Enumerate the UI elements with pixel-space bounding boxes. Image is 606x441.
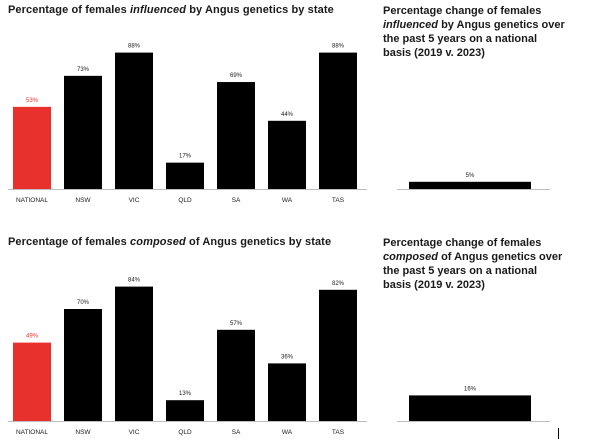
c2-category-label-wa: WA	[282, 429, 293, 436]
c2-bar-national	[13, 342, 51, 421]
c1-category-label-wa: WA	[282, 197, 293, 204]
c1-category-label-national: NATIONAL	[16, 197, 48, 204]
side2-title-pre: Percentage change of females	[383, 237, 542, 249]
c1-category-label-tas: TAS	[332, 197, 345, 204]
c2-value-label-qld: 13%	[179, 391, 192, 397]
c1-bar-national	[13, 106, 51, 189]
side2-title-post: of Angus genetics over the past 5 years …	[383, 251, 563, 291]
c2-value-label-national: 49%	[26, 334, 39, 340]
s1-bar-national	[409, 181, 531, 189]
c1-bar-wa	[268, 120, 306, 189]
c2-value-label-wa: 36%	[281, 354, 294, 360]
c1-category-label-nsw: NSW	[75, 197, 91, 204]
c2-bar-vic	[115, 286, 153, 421]
c1-bar-sa	[217, 82, 255, 189]
c1-value-label-qld: 17%	[179, 154, 192, 160]
c1-category-label-qld: QLD	[178, 197, 192, 204]
side2-title-em: composed	[383, 251, 439, 263]
c2-category-label-qld: QLD	[178, 429, 192, 436]
c2-category-label-nsw: NSW	[75, 429, 91, 436]
side1-title-pre: Percentage change of females	[383, 5, 542, 17]
chart2-title: Percentage of females composed of Angus …	[8, 236, 331, 249]
s2-value-label-national: 16%	[464, 386, 477, 392]
c1-value-label-national: 53%	[26, 98, 39, 104]
c1-bar-qld	[166, 162, 204, 189]
c2-value-label-vic: 84%	[128, 278, 141, 284]
c2-bar-qld	[166, 400, 204, 421]
c1-category-label-sa: SA	[232, 197, 241, 204]
side1-title: Percentage change of females influenced …	[383, 4, 568, 60]
chart1-title-pre: Percentage of females	[8, 4, 131, 16]
chart2-title-em: composed	[130, 236, 186, 248]
c1-value-label-nsw: 73%	[77, 67, 90, 73]
c2-value-label-tas: 82%	[332, 281, 345, 287]
c1-bar-vic	[115, 52, 153, 189]
c1-bar-nsw	[64, 75, 102, 189]
side1-title-post: by Angus genetics over the past 5 years …	[383, 19, 565, 59]
c1-value-label-sa: 69%	[230, 73, 243, 79]
chart1-title: Percentage of females influenced by Angu…	[8, 4, 334, 17]
c2-category-label-tas: TAS	[332, 429, 345, 436]
side2-title: Percentage change of females composed of…	[383, 236, 568, 292]
c1-value-label-tas: 88%	[332, 44, 345, 50]
c2-value-label-sa: 57%	[230, 321, 243, 327]
chart2-title-pre: Percentage of females	[8, 236, 131, 248]
s2-bar-national	[409, 395, 531, 421]
c2-category-label-sa: SA	[232, 429, 241, 436]
chart2-title-post: of Angus genetics by state	[185, 236, 332, 248]
c2-bar-tas	[319, 289, 357, 421]
side1-title-em: influenced	[383, 19, 439, 31]
c2-category-label-vic: VIC	[129, 429, 140, 436]
c2-bar-sa	[217, 329, 255, 421]
c1-bar-tas	[319, 52, 357, 189]
chart1-title-post: by Angus genetics by state	[186, 4, 334, 16]
chart1-title-em: influenced	[130, 4, 187, 16]
s1-value-label-national: 5%	[466, 173, 475, 179]
text-cursor	[558, 428, 559, 439]
c1-value-label-wa: 44%	[281, 112, 294, 118]
c2-bar-wa	[268, 363, 306, 421]
c2-value-label-nsw: 70%	[77, 300, 90, 306]
c1-value-label-vic: 88%	[128, 44, 141, 50]
c2-category-label-national: NATIONAL	[16, 429, 48, 436]
c1-category-label-vic: VIC	[129, 197, 140, 204]
c2-bar-nsw	[64, 309, 102, 421]
